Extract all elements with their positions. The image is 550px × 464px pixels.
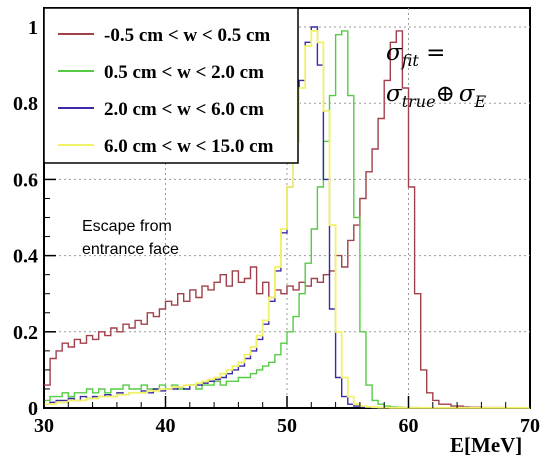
series-line-3: [44, 30, 530, 409]
formula-oplus: ⊕: [436, 81, 455, 107]
legend-label-3: 6.0 cm < w < 15.0 cm: [104, 136, 274, 157]
x-tick-label-1: 40: [156, 415, 176, 437]
y-tick-label-2: 0.4: [13, 246, 38, 268]
x-tick-label-2: 50: [277, 415, 297, 437]
y-tick-label-5: 1: [28, 17, 38, 39]
escape-annotation-line2: entrance face: [82, 241, 179, 258]
formula-equals: =: [419, 40, 446, 66]
tick-labels: 30 40 50 60 70 0 0.2 0.4 0.6 0.8 1: [13, 17, 540, 437]
legend-label-0: -0.5 cm < w < 0.5 cm: [104, 25, 270, 46]
formula-annotation: σfit = σtrue⊕ σE: [386, 40, 487, 111]
x-tick-label-0: 30: [34, 415, 54, 437]
y-tick-label-0: 0: [28, 398, 38, 420]
y-tick-label-1: 0.2: [13, 322, 38, 344]
formula-sub-true: true: [402, 92, 436, 111]
formula-sub-fit: fit: [401, 51, 420, 70]
escape-annotation-line1: Escape from: [82, 218, 172, 235]
series-group: [44, 26, 530, 409]
formula-sub-e: E: [474, 92, 487, 111]
escape-annotation: Escape from entrance face: [82, 218, 179, 258]
legend-label-1: 0.5 cm < w < 2.0 cm: [104, 62, 264, 83]
x-axis-label: E[MeV]: [450, 433, 522, 457]
formula-line2: σtrue⊕ σE: [386, 81, 487, 111]
y-tick-label-3: 0.6: [13, 169, 38, 191]
legend-label-2: 2.0 cm < w < 6.0 cm: [104, 99, 264, 120]
formula-line1: σfit =: [386, 40, 445, 70]
formula-sigma-e: σ: [459, 81, 476, 107]
x-tick-label-4: 70: [520, 415, 540, 437]
legend: -0.5 cm < w < 0.5 cm 0.5 cm < w < 2.0 cm 2…: [43, 7, 299, 164]
legend-items: -0.5 cm < w < 0.5 cm 0.5 cm < w < 2.0 cm 2…: [58, 25, 274, 157]
x-tick-label-3: 60: [399, 415, 419, 437]
y-tick-label-4: 0.8: [13, 93, 38, 115]
formula-sigma-true: σ: [386, 81, 403, 107]
formula-sigma-fit: σ: [386, 40, 403, 66]
